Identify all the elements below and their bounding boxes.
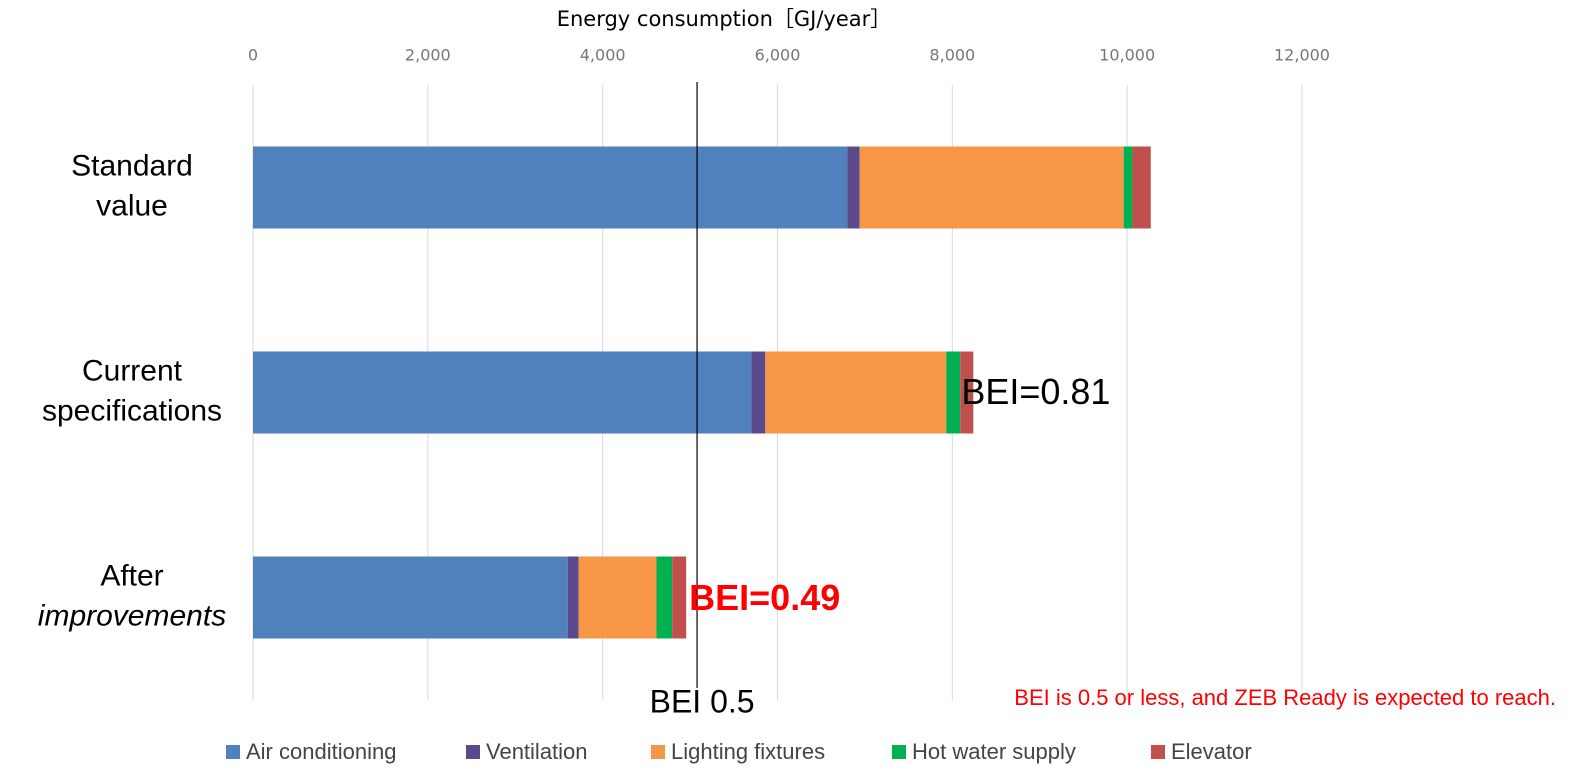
category-label: Current specifications <box>42 354 222 427</box>
chart-title: Energy consumption［GJ/year］ <box>557 7 892 31</box>
reference-label: BEI 0.5 <box>650 683 755 719</box>
bar-segment <box>578 556 657 639</box>
bar-segment <box>1123 146 1133 229</box>
legend-label: Air conditioning <box>246 739 396 764</box>
legend-swatch <box>226 745 240 759</box>
legend-swatch <box>1151 745 1165 759</box>
bar-segment <box>656 556 673 639</box>
x-tick-label: 4,000 <box>580 46 626 65</box>
x-tick-label: 12,000 <box>1274 46 1330 65</box>
legend-label: Lighting fixtures <box>671 739 825 764</box>
bar-segment <box>253 351 752 434</box>
bar-segment <box>672 556 687 639</box>
legend-swatch <box>466 745 480 759</box>
legend-swatch <box>892 745 906 759</box>
bar-segment <box>253 146 848 229</box>
bar-segment <box>859 146 1124 229</box>
bar-segment <box>1132 146 1151 229</box>
annotation: BEI=0.49 <box>689 577 840 618</box>
x-tick-label: 0 <box>248 46 258 65</box>
x-tick-label: 8,000 <box>929 46 975 65</box>
bar-segment <box>960 351 974 434</box>
bar-segment <box>253 556 568 639</box>
x-tick-label: 10,000 <box>1099 46 1155 65</box>
bar-segment <box>946 351 961 434</box>
annotation: BEI is 0.5 or less, and ZEB Ready is exp… <box>1014 685 1556 710</box>
bar-segment <box>847 146 860 229</box>
legend-label: Hot water supply <box>912 739 1076 764</box>
legend-swatch <box>651 745 665 759</box>
category-label: Standard value <box>71 149 193 222</box>
category-label: After improvements <box>38 559 226 632</box>
x-tick-label: 2,000 <box>405 46 451 65</box>
bar-segment <box>751 351 766 434</box>
bar-segment <box>567 556 579 639</box>
x-tick-label: 6,000 <box>755 46 801 65</box>
annotation: BEI=0.81 <box>961 371 1110 412</box>
legend-label: Ventilation <box>486 739 588 764</box>
legend-label: Elevator <box>1171 739 1252 764</box>
bar-segment <box>765 351 947 434</box>
